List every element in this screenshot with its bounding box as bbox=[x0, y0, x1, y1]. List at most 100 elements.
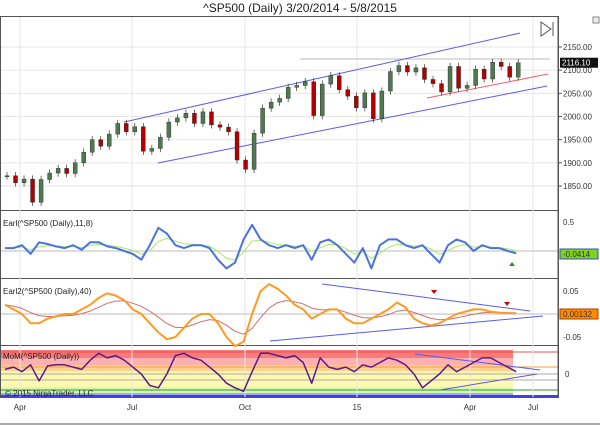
gridlines bbox=[1, 17, 558, 397]
copyright-text: © 2015 NinjaTrader, LLC bbox=[5, 389, 94, 398]
candlestick bbox=[303, 78, 308, 90]
earl-panel-label: Earl(^SP500 (Daily),11,8) bbox=[3, 219, 93, 228]
candlestick bbox=[379, 87, 385, 123]
down-arrow-marker bbox=[431, 290, 437, 294]
candlestick bbox=[405, 61, 410, 76]
candle-body bbox=[21, 178, 27, 183]
candle-body bbox=[354, 95, 359, 108]
candle-body bbox=[149, 148, 155, 152]
candlestick bbox=[149, 144, 155, 155]
candlestick bbox=[388, 67, 393, 95]
candlestick bbox=[251, 129, 257, 174]
candle-body bbox=[226, 126, 231, 132]
candle-body bbox=[72, 162, 78, 174]
earl-value-label: -0.0414 bbox=[563, 250, 591, 259]
candlestick bbox=[115, 119, 120, 138]
candlestick bbox=[98, 135, 103, 150]
panel-config-button[interactable] bbox=[592, 16, 600, 24]
earl2-signal-line bbox=[4, 300, 517, 335]
y-tick-label: 0.05 bbox=[563, 287, 579, 296]
candle-body bbox=[166, 121, 172, 138]
earl2-triangle-lower[interactable] bbox=[269, 315, 544, 342]
candlestick bbox=[328, 72, 333, 88]
earl2-triangle-upper[interactable] bbox=[321, 283, 531, 312]
candle-body bbox=[200, 111, 206, 124]
drawing-objects[interactable] bbox=[123, 32, 550, 391]
y-tick-label: 1850.00 bbox=[563, 182, 592, 191]
candle-body bbox=[251, 132, 257, 170]
candle-body bbox=[388, 71, 393, 92]
candle-body bbox=[158, 137, 163, 149]
x-tick-label: Apr bbox=[14, 403, 27, 412]
candle-body bbox=[192, 113, 197, 124]
candlestick bbox=[473, 65, 478, 90]
y-tick-label: 2050.00 bbox=[563, 89, 592, 98]
candle-body bbox=[89, 139, 95, 153]
candlestick bbox=[13, 172, 18, 187]
candle-body bbox=[379, 90, 385, 120]
y-tick-label: 0.5 bbox=[563, 218, 575, 227]
mom-line bbox=[4, 352, 517, 393]
candlestick bbox=[234, 128, 240, 164]
x-tick-label: Apr bbox=[464, 403, 477, 412]
candlestick bbox=[268, 98, 274, 112]
y-tick-label: 2000.00 bbox=[563, 113, 592, 122]
candlestick bbox=[30, 175, 35, 206]
mom-triangle-upper[interactable] bbox=[414, 353, 541, 371]
y-tick-label: 1900.00 bbox=[563, 159, 592, 168]
x-tick-label: Oct bbox=[239, 403, 252, 412]
x-tick-label: Jul bbox=[528, 403, 538, 412]
candle-body bbox=[396, 65, 402, 72]
candlestick bbox=[192, 109, 197, 128]
candlestick bbox=[345, 85, 350, 100]
candlestick bbox=[132, 122, 138, 136]
candle-body bbox=[285, 87, 291, 99]
candle-body bbox=[337, 75, 342, 90]
candlestick bbox=[107, 130, 112, 150]
candlestick bbox=[4, 172, 10, 180]
candlestick bbox=[371, 89, 376, 123]
candle-body bbox=[422, 67, 427, 80]
candlestick bbox=[490, 58, 495, 83]
candle-body bbox=[81, 151, 86, 164]
earl-line bbox=[5, 223, 517, 270]
candle-body bbox=[209, 111, 214, 126]
candle-body bbox=[481, 69, 487, 80]
scroll-to-end-icon[interactable] bbox=[540, 21, 554, 37]
mom-panel-label: MoM(^SP500 (Daily)) bbox=[3, 352, 80, 361]
candle-body bbox=[311, 81, 316, 116]
candlestick bbox=[226, 123, 231, 136]
last-price-label: 2116.10 bbox=[562, 59, 591, 68]
candle-body bbox=[303, 81, 308, 86]
candlestick bbox=[89, 135, 95, 156]
candle-body bbox=[405, 65, 410, 73]
candlestick bbox=[55, 164, 61, 177]
earl2-line bbox=[4, 283, 517, 348]
candlestick bbox=[124, 119, 129, 136]
candle-body bbox=[217, 124, 223, 128]
candlestick bbox=[422, 64, 427, 84]
trend-channel-lower[interactable] bbox=[157, 85, 548, 164]
candlestick bbox=[260, 104, 265, 137]
support-line[interactable] bbox=[426, 73, 549, 99]
candlestick bbox=[354, 92, 359, 112]
earl2-panel-label: Earl2(^SP500 (Daily),40) bbox=[3, 287, 92, 296]
candlestick bbox=[217, 121, 223, 131]
candlestick bbox=[277, 94, 282, 106]
y-tick-label: 0 bbox=[565, 370, 570, 379]
candle-body bbox=[456, 66, 461, 89]
candle-body bbox=[328, 75, 333, 85]
candle-body bbox=[447, 66, 453, 93]
candle-body bbox=[413, 67, 419, 73]
candlestick bbox=[481, 65, 487, 83]
x-tick-label: 15 bbox=[353, 403, 362, 412]
candlestick bbox=[294, 81, 299, 92]
mom-triangle-lower[interactable] bbox=[439, 373, 538, 391]
candlestick bbox=[183, 109, 189, 122]
trend-channel-upper[interactable] bbox=[123, 32, 521, 123]
candle-body bbox=[464, 85, 470, 89]
candlestick bbox=[447, 62, 453, 96]
candle-body bbox=[243, 159, 248, 170]
